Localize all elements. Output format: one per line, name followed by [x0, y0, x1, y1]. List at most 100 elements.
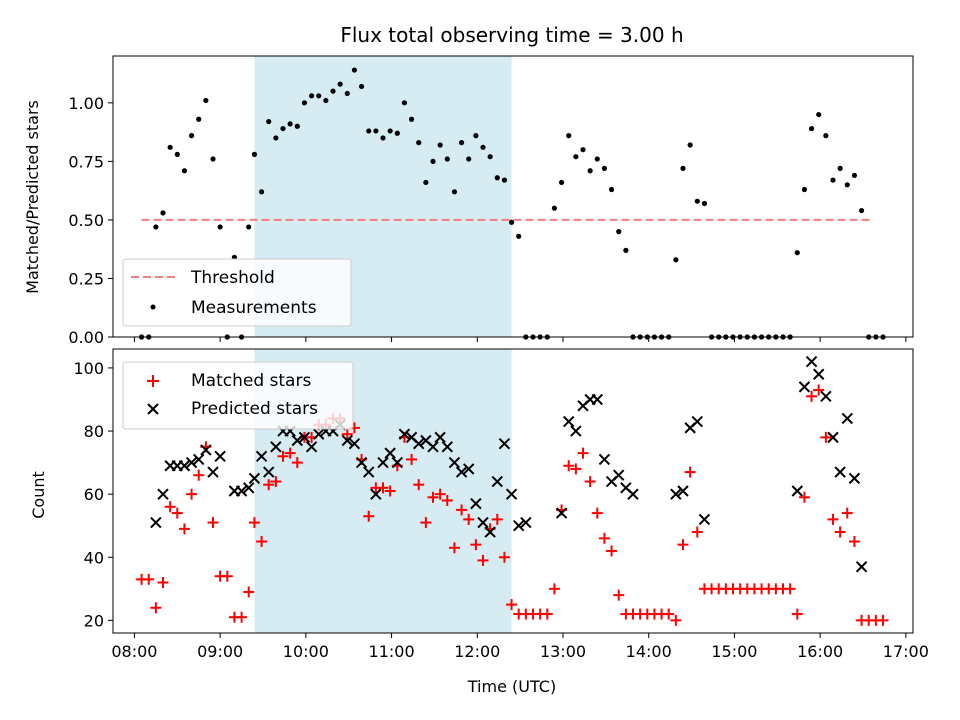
predicted-point	[348, 437, 361, 450]
legend-measurements-swatch	[150, 304, 156, 310]
predicted-point-b	[834, 466, 846, 478]
measurement-point	[851, 172, 858, 179]
matched-point	[256, 535, 268, 547]
predicted-point-b	[470, 497, 482, 510]
matched-point	[243, 586, 255, 598]
measurement-point	[188, 133, 195, 139]
predicted-point-b	[207, 466, 219, 478]
predicted-point-b	[255, 450, 268, 462]
measurement-point	[616, 229, 622, 235]
predicted-point-b	[178, 460, 191, 472]
predicted-point-b	[563, 415, 575, 428]
predicted-point-b	[598, 453, 611, 466]
predicted-point	[305, 441, 318, 453]
matched-point	[584, 476, 596, 488]
measurement-point	[508, 219, 515, 225]
predicted-point-b	[235, 485, 248, 497]
predicted-point-b	[670, 488, 682, 500]
bottom-y-axis-label: Count	[29, 471, 48, 519]
x-tick-label: 15:00	[711, 642, 757, 661]
matched-point	[164, 501, 176, 513]
predicted-point	[377, 456, 389, 469]
matched-point	[150, 602, 162, 614]
predicted-point-b	[827, 431, 839, 444]
predicted-point-b	[391, 456, 403, 469]
measurement-point	[466, 156, 472, 162]
measurement-point	[423, 179, 429, 186]
predicted-point-b	[813, 368, 825, 380]
x-tick-label: 16:00	[797, 642, 843, 661]
predicted-point	[341, 434, 353, 447]
measurement-point	[401, 100, 408, 106]
predicted-point	[370, 488, 382, 500]
predicted-point	[150, 516, 162, 529]
measurement-point	[308, 93, 315, 99]
matched-point	[377, 482, 389, 494]
legend-predicted-label: Predicted stars	[191, 399, 318, 419]
predicted-point-b	[420, 434, 432, 447]
matched-point	[236, 611, 248, 623]
predicted-point-b	[263, 466, 275, 478]
predicted-point	[263, 466, 275, 478]
predicted-point-b	[427, 441, 439, 453]
predicted-point-b	[298, 431, 311, 444]
measurement-point	[494, 175, 500, 181]
matched-point	[207, 517, 219, 529]
predicted-point-b	[498, 437, 511, 450]
matched-point	[684, 466, 696, 478]
predicted-point	[355, 456, 368, 469]
legend-matched-label: Matched stars	[191, 371, 311, 391]
legend-predicted-swatch	[147, 403, 159, 415]
predicted-point-b	[820, 390, 832, 403]
matched-point	[171, 507, 183, 519]
matched-point	[270, 476, 282, 488]
predicted-point	[570, 425, 582, 437]
predicted-point	[598, 453, 611, 466]
measurement-point	[837, 165, 843, 171]
x-tick-label: 12:00	[454, 642, 500, 661]
top-y-axis: 0.00 0.25 0.50 0.75 1.00	[68, 94, 113, 347]
bottom-y-tick-label: 60	[84, 485, 104, 504]
predicted-point	[613, 469, 625, 481]
matched-point	[420, 517, 432, 529]
bottom-y-tick-label: 20	[84, 611, 104, 630]
matched-point	[498, 551, 510, 563]
predicted-point	[520, 516, 532, 529]
predicted-point	[270, 441, 282, 453]
predicted-point-b	[448, 456, 461, 469]
measurement-point	[358, 83, 365, 90]
measurement-point	[337, 81, 343, 87]
predicted-point-b	[798, 381, 811, 393]
measurement-point	[196, 116, 202, 122]
matched-point	[670, 614, 682, 626]
measurement-point	[694, 198, 700, 204]
measurement-point	[174, 151, 180, 157]
matched-point	[248, 517, 260, 529]
predicted-point-b	[377, 456, 389, 469]
legend-matched-swatch	[147, 375, 159, 387]
matched-point	[827, 513, 839, 525]
predicted-point	[591, 393, 603, 406]
measurement-point	[701, 200, 708, 207]
predicted-point-b	[434, 431, 446, 444]
bottom-legend: Matched stars Predicted stars	[122, 361, 354, 430]
matched-point	[506, 599, 518, 611]
measurement-point	[608, 186, 615, 193]
predicted-point	[827, 431, 839, 444]
matched-point	[427, 491, 439, 503]
measurement-point	[430, 158, 436, 164]
top-y-tick-label: 1.00	[68, 94, 104, 113]
measurement-point	[437, 142, 443, 148]
measurement-point	[160, 210, 166, 216]
x-tick-label: 17:00	[883, 642, 929, 661]
measurement-point	[301, 100, 308, 106]
predicted-point-b	[591, 393, 603, 406]
predicted-point	[200, 444, 212, 456]
predicted-point-b	[341, 434, 353, 447]
top-legend: Threshold Measurements	[122, 258, 352, 327]
measurement-point	[487, 154, 493, 160]
matched-point	[157, 577, 169, 589]
matched-point	[848, 535, 860, 547]
predicted-point-b	[157, 488, 169, 500]
measurement-point	[516, 233, 522, 239]
